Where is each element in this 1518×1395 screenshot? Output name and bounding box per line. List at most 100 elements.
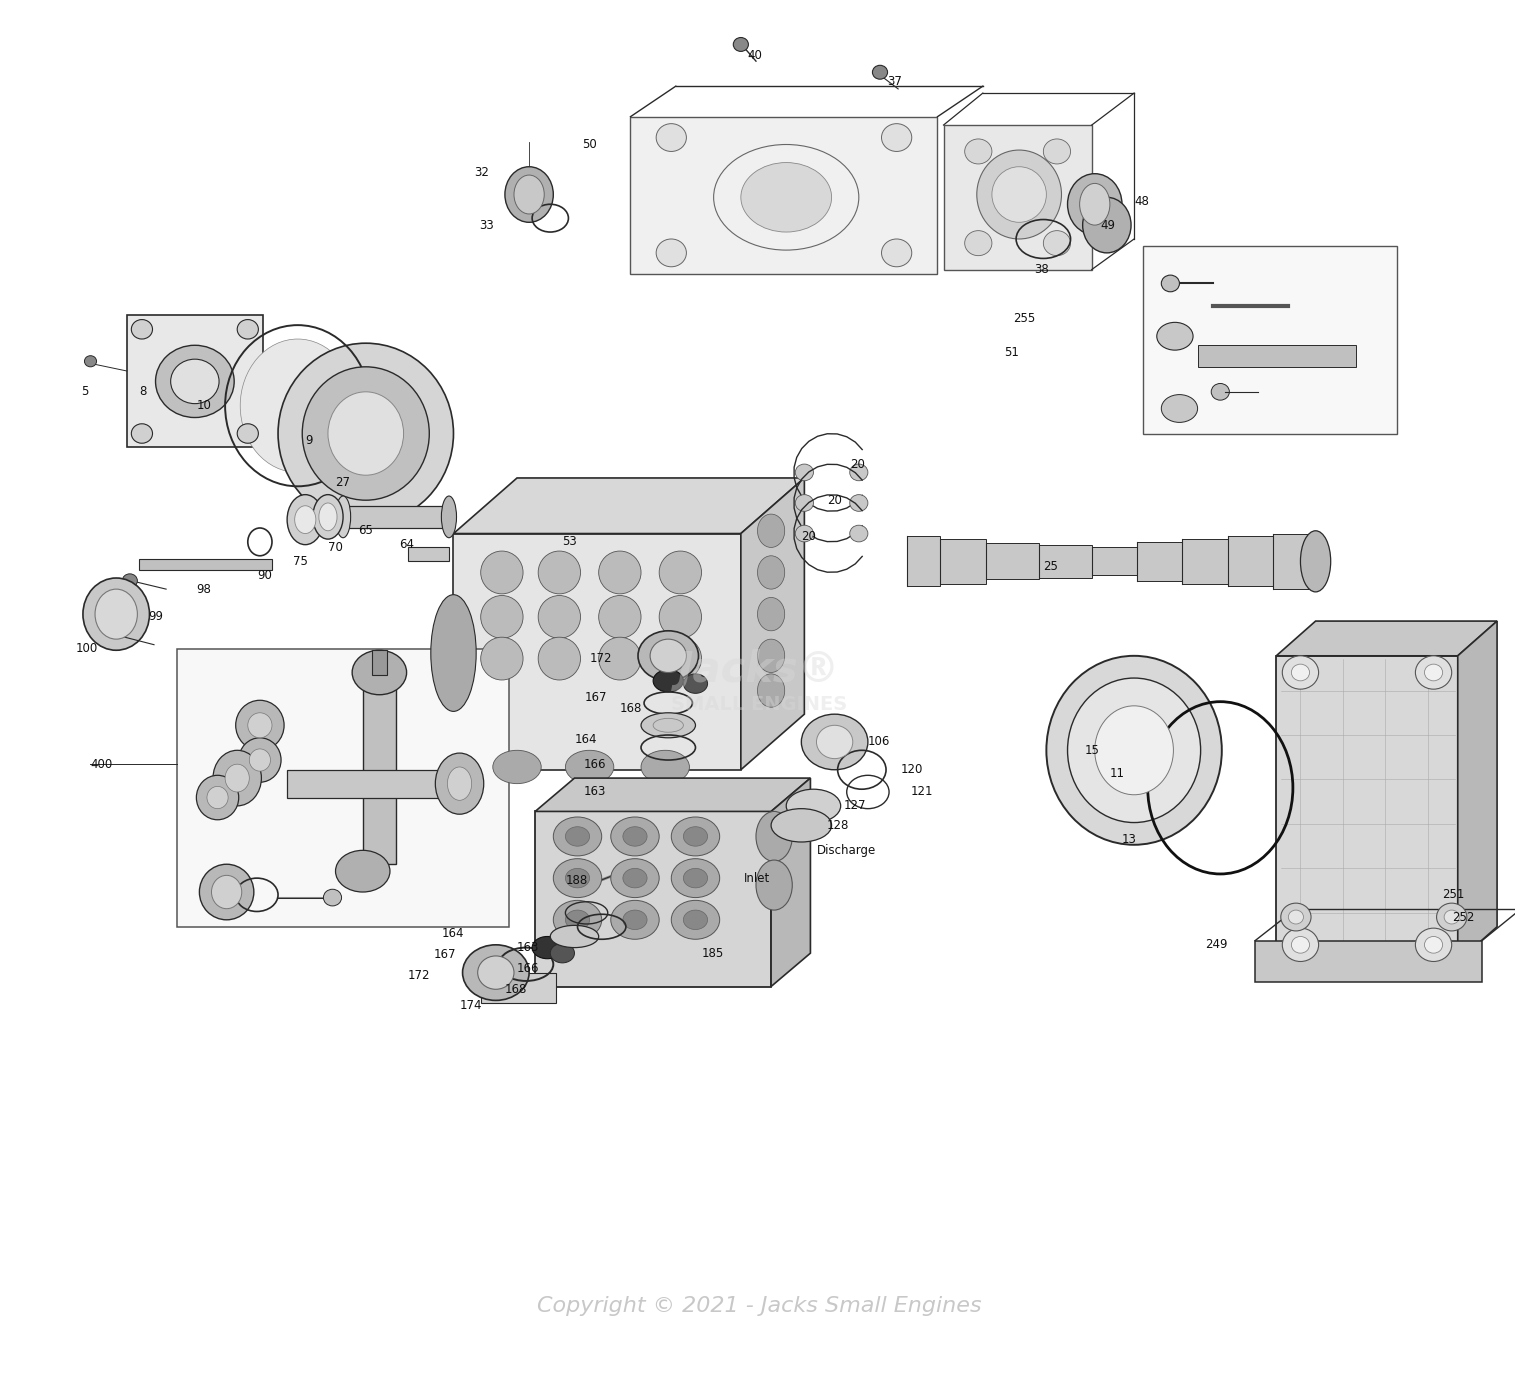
Ellipse shape — [757, 597, 785, 631]
Ellipse shape — [505, 167, 553, 222]
Text: 174: 174 — [460, 999, 483, 1013]
Text: 27: 27 — [335, 476, 351, 488]
Text: 40: 40 — [747, 49, 762, 61]
Text: 167: 167 — [434, 949, 457, 961]
Polygon shape — [363, 684, 396, 865]
Ellipse shape — [638, 631, 698, 681]
Text: 48: 48 — [1134, 195, 1149, 208]
Ellipse shape — [206, 787, 228, 809]
Circle shape — [656, 124, 686, 152]
Bar — [481, 972, 556, 1003]
Text: 90: 90 — [257, 569, 272, 582]
Ellipse shape — [481, 596, 524, 639]
Ellipse shape — [802, 714, 868, 770]
Text: 20: 20 — [850, 458, 865, 470]
Ellipse shape — [238, 738, 281, 783]
Text: SMALL ENGINES: SMALL ENGINES — [671, 695, 847, 714]
Text: 168: 168 — [505, 983, 527, 996]
Circle shape — [965, 140, 991, 165]
Polygon shape — [741, 478, 805, 770]
Ellipse shape — [287, 495, 323, 544]
Text: 11: 11 — [1110, 767, 1125, 780]
Ellipse shape — [622, 910, 647, 929]
Text: 20: 20 — [802, 530, 817, 543]
Polygon shape — [908, 536, 941, 586]
Circle shape — [132, 424, 152, 444]
Ellipse shape — [683, 910, 707, 929]
Ellipse shape — [1301, 530, 1331, 591]
Ellipse shape — [565, 751, 613, 784]
Ellipse shape — [1161, 395, 1198, 423]
Ellipse shape — [247, 713, 272, 738]
Ellipse shape — [757, 639, 785, 672]
Ellipse shape — [683, 869, 707, 887]
Circle shape — [795, 525, 814, 541]
Ellipse shape — [653, 670, 683, 692]
Circle shape — [123, 573, 138, 587]
Text: 172: 172 — [408, 970, 431, 982]
Ellipse shape — [539, 638, 580, 679]
Ellipse shape — [313, 495, 343, 538]
Text: 53: 53 — [562, 536, 577, 548]
Polygon shape — [1137, 541, 1183, 580]
Text: 10: 10 — [196, 399, 211, 412]
Ellipse shape — [976, 151, 1061, 239]
Circle shape — [1283, 656, 1319, 689]
Ellipse shape — [539, 551, 580, 594]
Ellipse shape — [211, 875, 241, 908]
Circle shape — [132, 319, 152, 339]
Ellipse shape — [622, 827, 647, 847]
Ellipse shape — [96, 589, 138, 639]
Bar — [1143, 246, 1397, 434]
Ellipse shape — [683, 827, 707, 847]
Ellipse shape — [478, 956, 515, 989]
Circle shape — [656, 239, 686, 266]
Ellipse shape — [671, 900, 720, 939]
Text: 32: 32 — [475, 166, 489, 179]
Text: 99: 99 — [147, 611, 162, 624]
Text: 120: 120 — [902, 763, 923, 776]
Text: 167: 167 — [584, 691, 607, 704]
Bar — [1198, 345, 1357, 367]
Text: 188: 188 — [565, 875, 587, 887]
Circle shape — [850, 465, 868, 481]
Polygon shape — [1457, 621, 1497, 961]
Polygon shape — [140, 558, 272, 569]
Text: 65: 65 — [358, 525, 373, 537]
Ellipse shape — [786, 790, 841, 823]
Ellipse shape — [756, 812, 792, 862]
Ellipse shape — [319, 504, 337, 530]
Text: 20: 20 — [827, 494, 842, 506]
Ellipse shape — [565, 827, 589, 847]
Circle shape — [237, 319, 258, 339]
Ellipse shape — [598, 551, 641, 594]
Polygon shape — [454, 533, 741, 770]
Ellipse shape — [1046, 656, 1222, 845]
Ellipse shape — [493, 751, 542, 784]
Circle shape — [795, 465, 814, 481]
Ellipse shape — [302, 367, 430, 501]
Text: 166: 166 — [583, 757, 606, 770]
Ellipse shape — [598, 638, 641, 679]
Polygon shape — [372, 650, 387, 675]
Ellipse shape — [196, 776, 238, 820]
Text: 166: 166 — [518, 963, 539, 975]
Bar — [128, 315, 263, 448]
Ellipse shape — [551, 943, 574, 963]
Ellipse shape — [650, 639, 686, 672]
Ellipse shape — [598, 596, 641, 639]
Ellipse shape — [249, 749, 270, 771]
Ellipse shape — [1082, 197, 1131, 252]
Ellipse shape — [1094, 706, 1173, 795]
Ellipse shape — [213, 751, 261, 806]
Text: 185: 185 — [701, 947, 724, 960]
Ellipse shape — [756, 861, 792, 910]
Text: 50: 50 — [581, 138, 597, 151]
Polygon shape — [1274, 533, 1312, 589]
Circle shape — [1292, 664, 1310, 681]
Polygon shape — [941, 538, 985, 583]
Ellipse shape — [436, 753, 484, 815]
Text: 25: 25 — [1043, 561, 1058, 573]
Ellipse shape — [553, 900, 601, 939]
Ellipse shape — [1067, 174, 1122, 234]
